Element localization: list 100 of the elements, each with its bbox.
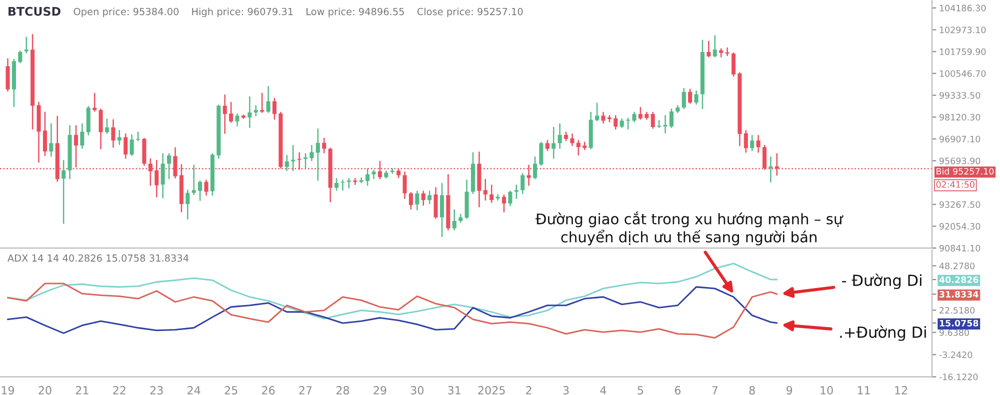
x-tick-label: 2 bbox=[526, 386, 532, 394]
x-tick-label: 10 bbox=[820, 386, 833, 394]
x-tick-label: 26 bbox=[262, 386, 275, 394]
candlestick bbox=[92, 92, 97, 112]
x-tick-label: 4 bbox=[600, 386, 606, 394]
x-tick-label: 24 bbox=[188, 386, 200, 394]
x-tick-label: 27 bbox=[299, 386, 312, 394]
candlestick bbox=[186, 190, 190, 220]
candlestick bbox=[731, 52, 736, 77]
x-tick-label: 9 bbox=[786, 386, 792, 394]
candlestick bbox=[663, 115, 668, 134]
candlestick bbox=[80, 123, 84, 149]
candlestick bbox=[614, 115, 618, 130]
x-tick-label: 30 bbox=[410, 386, 424, 394]
x-tick-label: 20 bbox=[38, 386, 52, 394]
candlestick bbox=[372, 170, 376, 180]
candlestick bbox=[688, 88, 692, 104]
candlestick bbox=[632, 112, 636, 122]
annotation: High price: 96079.31 bbox=[192, 8, 293, 18]
candlestick bbox=[502, 194, 506, 212]
y-tick-label: 22.5180 bbox=[940, 307, 975, 314]
y-tick-label: 15.0758 bbox=[940, 320, 978, 326]
candlestick bbox=[254, 105, 258, 116]
x-tick-label: 2025 bbox=[478, 386, 505, 394]
candlestick bbox=[434, 187, 438, 219]
candlestick bbox=[291, 144, 296, 171]
y-tick-label: -16.1220 bbox=[939, 374, 978, 380]
candlestick bbox=[496, 194, 500, 201]
text: 02:41:50 bbox=[936, 181, 974, 188]
candlestick bbox=[483, 178, 488, 201]
candlestick bbox=[49, 123, 54, 157]
y-tick-label: -3.2420 bbox=[939, 351, 972, 358]
candlestick bbox=[222, 94, 227, 134]
y-tick-label: 90841.10 bbox=[939, 244, 980, 252]
x-tick-label: 25 bbox=[224, 386, 238, 394]
candlestick bbox=[694, 90, 698, 105]
candlestick bbox=[198, 180, 202, 202]
candlestick bbox=[204, 180, 208, 196]
x-tick-label: 21 bbox=[76, 386, 88, 394]
candlestick bbox=[42, 112, 47, 156]
candlestick bbox=[117, 130, 122, 146]
candlestick bbox=[514, 184, 518, 200]
candlestick bbox=[768, 156, 773, 182]
candlestick bbox=[552, 126, 556, 159]
y-tick-label: 31.8334 bbox=[940, 290, 978, 298]
x-tick-label: 7 bbox=[712, 386, 718, 394]
y-tick-label: 92054.30 bbox=[939, 223, 980, 230]
x-tick-label: 11 bbox=[858, 386, 870, 394]
annotation: - Đường Di bbox=[842, 274, 922, 290]
x-tick-label: 8 bbox=[749, 386, 755, 394]
candlestick bbox=[421, 190, 426, 206]
candlestick bbox=[260, 92, 264, 114]
y-tick-label: 99333.50 bbox=[939, 92, 980, 99]
candlestick bbox=[539, 142, 544, 166]
candlestick bbox=[18, 50, 22, 64]
candlestick bbox=[532, 156, 538, 180]
y-tick-label: 40.2826 bbox=[939, 276, 978, 284]
candlestick bbox=[303, 153, 308, 168]
candlestick bbox=[310, 144, 314, 162]
annotation: BTCUSD bbox=[8, 6, 60, 16]
annotation: Close price: 95257.10 bbox=[417, 8, 523, 18]
candlestick bbox=[601, 112, 606, 124]
candlestick bbox=[576, 140, 580, 156]
y-tick-label: 102973.10 bbox=[940, 26, 986, 34]
candlestick bbox=[316, 128, 320, 181]
candlestick bbox=[706, 40, 711, 58]
candlestick bbox=[266, 86, 270, 114]
candlestick bbox=[440, 182, 444, 238]
y-tick-label: 9.6380 bbox=[939, 329, 969, 336]
candlestick bbox=[712, 35, 717, 58]
candlestick bbox=[595, 102, 600, 122]
candlestick bbox=[248, 96, 252, 128]
candlestick bbox=[682, 88, 686, 110]
candlestick bbox=[346, 178, 351, 188]
annotation: ADX 14 14 40.2826 15.0758 31.8334 bbox=[8, 254, 189, 262]
x-tick-label: 23 bbox=[150, 386, 163, 394]
y-tick-label: 48.2780 bbox=[939, 262, 975, 270]
candlestick bbox=[322, 138, 326, 154]
candlestick bbox=[756, 134, 760, 153]
candlestick bbox=[24, 36, 28, 54]
candlestick bbox=[638, 106, 642, 120]
candlestick bbox=[229, 102, 234, 123]
x-tick-label: 28 bbox=[336, 386, 350, 394]
annotation: Open price: 95384.00 bbox=[74, 8, 179, 18]
y-tick-label: 98120.30 bbox=[939, 114, 980, 121]
ref-line-label: Bid 95257.10 bbox=[936, 168, 994, 175]
candlestick bbox=[570, 133, 574, 146]
y-tick-label: 96907.10 bbox=[939, 136, 980, 142]
candlestick bbox=[744, 130, 748, 153]
candlestick bbox=[490, 184, 494, 203]
candlestick bbox=[192, 164, 196, 196]
x-tick-label: 3 bbox=[563, 386, 569, 394]
candlestick bbox=[334, 178, 339, 191]
candlestick bbox=[408, 192, 413, 210]
x-tick-label: 19 bbox=[2, 386, 14, 394]
candlestick bbox=[111, 119, 116, 148]
candlestick bbox=[402, 171, 407, 200]
candlestick bbox=[104, 118, 110, 134]
candlestick bbox=[452, 209, 456, 231]
candlestick bbox=[272, 98, 276, 120]
